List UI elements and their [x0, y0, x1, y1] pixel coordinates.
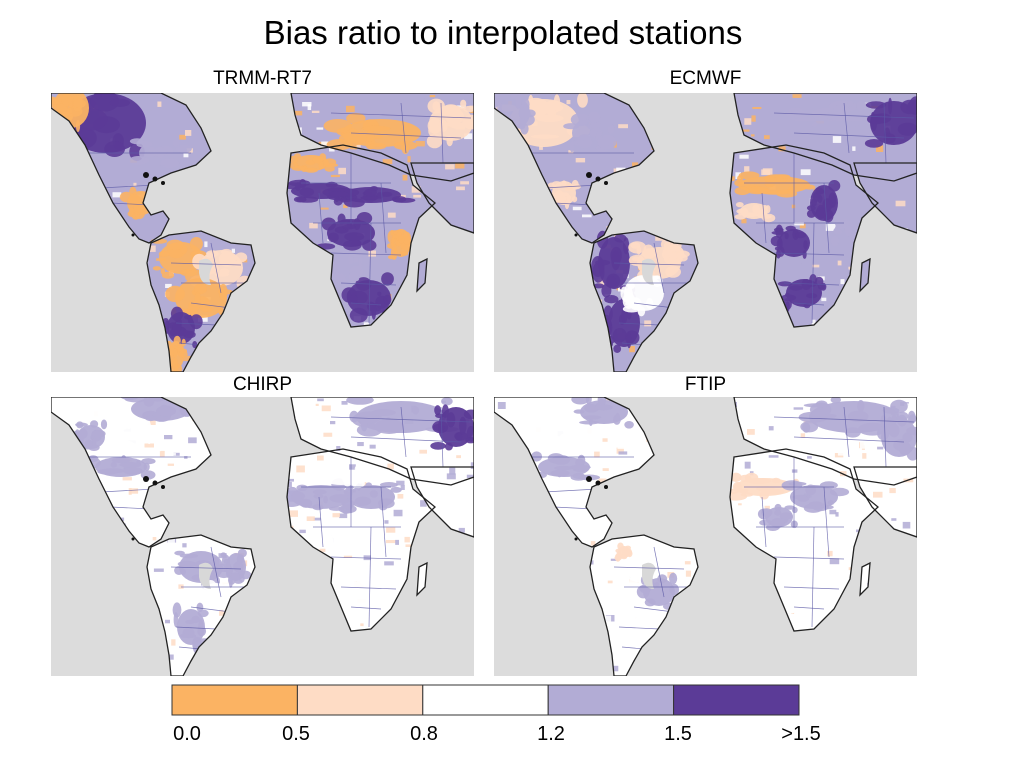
no-data-area	[642, 562, 656, 589]
panel-title-ftip: FTIP	[684, 374, 727, 395]
island	[586, 172, 592, 178]
island	[143, 172, 149, 178]
coastline	[729, 448, 879, 632]
coastline	[286, 448, 436, 632]
legend-swatch-0	[171, 684, 298, 716]
map-panel-chirp	[51, 397, 474, 676]
coastline	[859, 257, 871, 293]
panel-title-ecmwf: ECMWF	[669, 68, 742, 89]
coastline	[51, 397, 212, 548]
map-ecmwf	[494, 93, 917, 372]
map-panel-trmm	[51, 93, 474, 372]
legend-tick-label: >1.5	[781, 723, 821, 745]
colorbar	[171, 684, 800, 716]
island	[604, 181, 608, 185]
island	[595, 176, 601, 182]
coastline	[410, 466, 474, 538]
island	[595, 480, 601, 486]
legend-tick-label: 0.5	[282, 723, 310, 745]
coastline	[286, 144, 436, 328]
coastline	[146, 230, 256, 372]
coastline	[494, 93, 655, 244]
island	[143, 476, 149, 482]
island	[586, 476, 592, 482]
map-ftip	[494, 397, 917, 676]
island	[152, 176, 158, 182]
no-data-area	[642, 258, 656, 285]
legend-swatch-1	[296, 684, 424, 716]
map-panel-ecmwf	[494, 93, 917, 372]
panel-title-chirp: CHIRP	[232, 374, 293, 395]
coastline	[589, 534, 699, 676]
no-data-area	[199, 258, 213, 285]
coastline	[290, 93, 474, 182]
legend-tick-label: 1.2	[537, 723, 565, 745]
coastline	[853, 466, 917, 538]
coastline	[494, 397, 655, 548]
no-data-area	[199, 562, 213, 589]
coastline	[589, 230, 699, 372]
island	[574, 537, 578, 541]
coastline	[146, 534, 256, 676]
legend-swatch-3	[547, 684, 675, 716]
colorbar-legend	[171, 684, 801, 723]
legend-tick-label: 0.0	[173, 723, 201, 745]
island	[574, 233, 578, 237]
coastline	[859, 561, 871, 597]
coastline	[290, 397, 474, 486]
island	[604, 485, 608, 489]
island	[161, 485, 165, 489]
map-chirp	[51, 397, 474, 676]
legend-tick-label: 0.8	[410, 723, 438, 745]
legend-tick-label: 1.5	[664, 723, 692, 745]
coastline	[416, 561, 428, 597]
island	[131, 233, 135, 237]
legend-swatch-2	[422, 684, 549, 716]
island	[161, 181, 165, 185]
coastline	[733, 397, 917, 486]
island	[131, 537, 135, 541]
coastline	[416, 257, 428, 293]
coastline	[733, 93, 917, 182]
map-trmm	[51, 93, 474, 372]
panel-title-trmm: TRMM-RT7	[213, 68, 312, 89]
map-panel-ftip	[494, 397, 917, 676]
coastline	[410, 162, 474, 234]
coastline	[729, 144, 879, 328]
figure-title: Bias ratio to interpolated stations	[263, 14, 743, 51]
coastline	[51, 93, 212, 244]
coastline	[853, 162, 917, 234]
legend-swatch-4	[673, 684, 800, 716]
island	[152, 480, 158, 486]
